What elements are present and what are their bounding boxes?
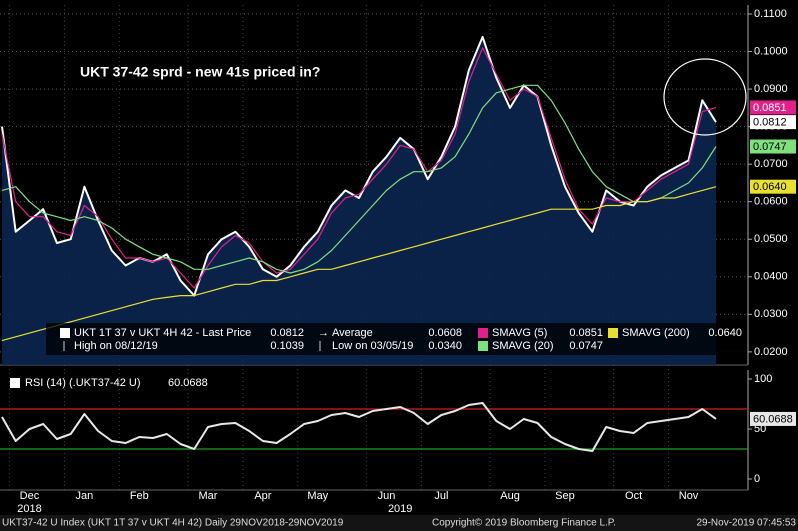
- y-tick-label: 0: [754, 473, 760, 485]
- y-tick-label: 0.1100: [754, 8, 787, 20]
- y-tick-label: 0.0700: [754, 158, 788, 170]
- legend-value: 0.0340: [428, 340, 462, 352]
- value-tag: 0.0812: [753, 117, 787, 129]
- series-line: [1, 84, 717, 274]
- value-tag-bg: [750, 139, 796, 154]
- legend-label: SMAVG (20): [492, 340, 554, 352]
- x-tick-label: Oct: [625, 490, 642, 502]
- legend-swatch: [60, 328, 70, 338]
- series-line: [1, 186, 717, 342]
- footer-bar: [0, 515, 798, 531]
- x-tick-label: Apr: [254, 490, 271, 502]
- footer-copyright: Copyright© 2019 Bloomberg Finance L.P.: [432, 518, 616, 529]
- value-tag: 0.0640: [753, 181, 787, 193]
- y-tick-label: 0.0900: [754, 83, 788, 95]
- y-tick-label: 0.0300: [754, 308, 788, 320]
- y-tick-label: 0.0200: [754, 346, 788, 358]
- y-tick-label: 0.0500: [754, 233, 788, 245]
- legend-icon: →: [318, 327, 329, 339]
- y-tick-label: 0.0400: [754, 271, 788, 283]
- series-line: [1, 47, 717, 289]
- value-tag: 0.0851: [753, 102, 787, 114]
- legend-value: 0.1039: [270, 340, 304, 352]
- legend-value: 0.0608: [428, 327, 462, 339]
- legend-value: 0.0812: [270, 327, 304, 339]
- x-tick-label: Jul: [434, 490, 448, 502]
- legend-bg: [46, 323, 746, 355]
- series-line: [1, 35, 717, 297]
- series-line: [1, 402, 717, 452]
- legend-swatch: [10, 378, 20, 388]
- x-tick-label: Nov: [679, 490, 699, 502]
- rsi-legend-label: RSI (14) (.UKT37-42 U): [25, 377, 141, 389]
- year-label: 2019: [388, 503, 412, 515]
- y-tick-label: 100: [754, 373, 772, 385]
- x-tick-label: Jun: [378, 490, 396, 502]
- legend-value: 0.0640: [708, 327, 742, 339]
- legend-value: 0.0851: [569, 327, 603, 339]
- x-tick-label: Mar: [198, 490, 217, 502]
- footer-timestamp: 29-Nov-2019 07:45:53: [696, 518, 796, 529]
- value-tag-bg: [750, 115, 796, 130]
- y-tick-label: 0.1000: [754, 45, 788, 57]
- legend-value: 0.0747: [569, 340, 603, 352]
- y-tick-label: 0.0600: [754, 196, 788, 208]
- legend-label: Low on 03/05/19: [332, 340, 413, 352]
- annotation-circle: [663, 58, 747, 136]
- value-tag-bg: [750, 100, 796, 115]
- footer-index: UKT37-42 U Index (UKT 1T 37 v UKT 4H 42)…: [2, 518, 344, 529]
- value-tag: 0.0747: [753, 141, 787, 153]
- legend-label: SMAVG (200): [622, 327, 690, 339]
- rsi-legend-value: 60.0688: [168, 377, 208, 389]
- legend-label: Average: [332, 327, 373, 339]
- x-tick-label: May: [307, 490, 328, 502]
- x-tick-label: Feb: [130, 490, 149, 502]
- legend-swatch: [608, 328, 618, 338]
- legend-label: High on 08/12/19: [74, 340, 158, 352]
- x-tick-label: Dec: [20, 490, 40, 502]
- value-tag: 60.0688: [753, 413, 793, 425]
- legend-label: UKT 1T 37 v UKT 4H 42 - Last Price: [74, 327, 251, 339]
- year-label: 2018: [17, 503, 41, 515]
- value-tag-bg: [750, 411, 796, 426]
- legend-label: SMAVG (5): [492, 327, 547, 339]
- value-tag-bg: [750, 179, 796, 194]
- legend-swatch: [478, 328, 488, 338]
- x-tick-label: Aug: [500, 490, 520, 502]
- x-tick-label: Jan: [76, 490, 94, 502]
- x-tick-label: Sep: [555, 490, 575, 502]
- chart-title: UKT 37-42 sprd - new 41s priced in?: [80, 64, 320, 80]
- area: [2, 36, 716, 366]
- legend-swatch: [478, 341, 488, 351]
